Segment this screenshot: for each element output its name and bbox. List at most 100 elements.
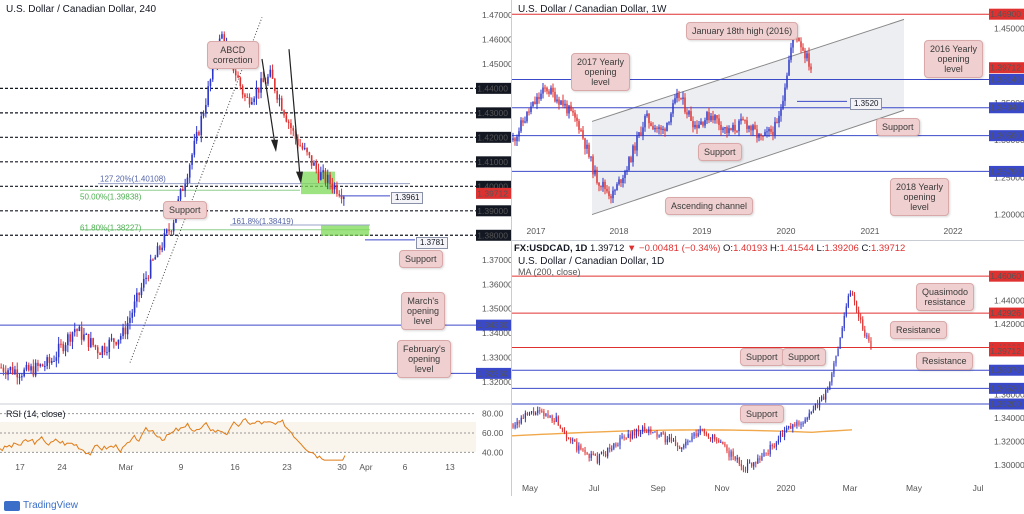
weekly-candle: [754, 125, 756, 130]
price-axis-label: 1.47000: [482, 10, 511, 20]
price-tag-bg: [476, 82, 511, 94]
h4-candle: [108, 339, 111, 353]
daily-candle: [796, 421, 798, 426]
tradingview-logo[interactable]: TradingView: [4, 500, 78, 511]
daily-candle: [586, 452, 588, 454]
daily-candle: [644, 426, 646, 432]
h4-candle: [83, 334, 85, 340]
daily-candle: [545, 413, 547, 416]
weekly-candle: [716, 115, 718, 119]
chart-panel-daily[interactable]: 1.440001.420001.400001.380001.360001.340…: [512, 241, 1024, 496]
weekly-price-tag-text: 1.30590: [990, 131, 1021, 141]
daily-price-axis-label: 1.32000: [994, 437, 1024, 447]
h4-candle: [207, 86, 209, 106]
yearly-2016-callout: 2016 Yearly opening level: [924, 40, 984, 78]
weekly-candle: [802, 47, 804, 51]
daily-candle: [814, 403, 817, 410]
weekly-candle: [536, 96, 538, 105]
h4-candle: [223, 34, 226, 48]
daily-candle: [637, 429, 640, 435]
daily-candle: [528, 412, 531, 416]
daily-price-axis-label: 1.30000: [994, 460, 1024, 470]
daily-candle: [514, 424, 516, 428]
y2016-line2: opening: [937, 54, 970, 64]
h4-candle: [39, 364, 42, 366]
h4-candle: [147, 277, 150, 279]
tradingview-icon: [4, 500, 20, 511]
weekly-price-tag-bg: [989, 8, 1024, 20]
weekly-candle: [664, 128, 666, 131]
resistance-callout-2: Resistance: [916, 352, 973, 370]
march-label-line2: opening: [407, 306, 440, 316]
daily-candle: [596, 455, 598, 464]
weekly-candle: [668, 122, 670, 124]
daily-candle: [726, 445, 728, 451]
daily-candle: [512, 424, 514, 428]
weekly-candle: [600, 185, 602, 188]
h4-candle: [87, 333, 90, 348]
h4-candle: [322, 170, 324, 173]
weekly-candle: [628, 157, 630, 171]
daily-candle: [740, 463, 742, 467]
daily-candle: [679, 447, 681, 449]
weekly-candle: [756, 129, 758, 138]
chart-panel-weekly[interactable]: 1.450001.400001.350001.300001.250001.200…: [512, 0, 1024, 241]
daily-candle: [602, 451, 605, 454]
h4-candle: [159, 246, 161, 250]
weekly-candle: [616, 184, 618, 191]
h4-candle: [338, 193, 341, 196]
daily-candle: [670, 437, 673, 442]
daily-candle: [668, 437, 670, 440]
price-tag-bg: [476, 319, 511, 331]
daily-candle: [757, 458, 759, 464]
daily-candle: [751, 462, 753, 467]
weekly-candle: [774, 121, 776, 136]
h4-chart-canvas[interactable]: 1.47000 1.46000 1.45000 1.44000 1.43000 1.420…: [0, 0, 511, 496]
daily-chart-canvas[interactable]: 1.440001.420001.400001.380001.360001.340…: [512, 241, 1024, 496]
h4-candle: [16, 369, 19, 378]
weekly-candle: [720, 124, 722, 130]
h4-candle: [278, 98, 281, 100]
weekly-time-axis-label: 2018: [610, 226, 629, 236]
daily-candle: [705, 433, 707, 435]
weekly-candle: [730, 128, 732, 131]
daily-candle: [685, 441, 687, 446]
weekly-candle: [612, 190, 614, 199]
chart-panel-h4[interactable]: 1.47000 1.46000 1.45000 1.44000 1.43000 1.420…: [0, 0, 512, 496]
weekly-candle: [706, 112, 708, 121]
h4-candle: [320, 172, 322, 180]
price-tag-bg: [476, 180, 511, 192]
h4-candle: [7, 370, 9, 375]
weekly-candle: [518, 131, 520, 137]
daily-candle: [652, 431, 654, 433]
h4-candle: [138, 292, 140, 296]
daily-candle: [677, 445, 679, 448]
daily-candle: [781, 433, 784, 437]
weekly-time-axis-label: 2017: [527, 226, 546, 236]
price-axis-label: 1.36000: [482, 279, 511, 289]
daily-candle: [660, 432, 662, 436]
abcd-arrowhead-1: [271, 139, 278, 153]
daily-candle: [810, 411, 812, 414]
daily-candle: [629, 433, 631, 439]
weekly-candle: [714, 115, 716, 121]
daily-candle: [849, 293, 851, 296]
h4-candle: [124, 327, 127, 335]
daily-candle: [728, 450, 730, 457]
weekly-candle: [800, 41, 802, 48]
daily-price-axis-label: 1.44000: [994, 295, 1024, 305]
daily-candle: [565, 433, 568, 439]
daily-candle: [835, 356, 837, 364]
h4-green-zone-1: [301, 171, 335, 195]
weekly-candle: [798, 37, 800, 42]
h4-candle: [294, 130, 297, 139]
daily-candle: [598, 453, 601, 464]
weekly-candle: [740, 118, 742, 121]
y2017-line1: 2017 Yearly: [577, 57, 625, 67]
daily-candle: [633, 431, 635, 436]
weekly-candle: [618, 179, 620, 185]
daily-candle: [580, 445, 582, 450]
daily-candle: [543, 411, 545, 416]
daily-candle: [718, 440, 720, 443]
h4-candle: [280, 98, 283, 111]
